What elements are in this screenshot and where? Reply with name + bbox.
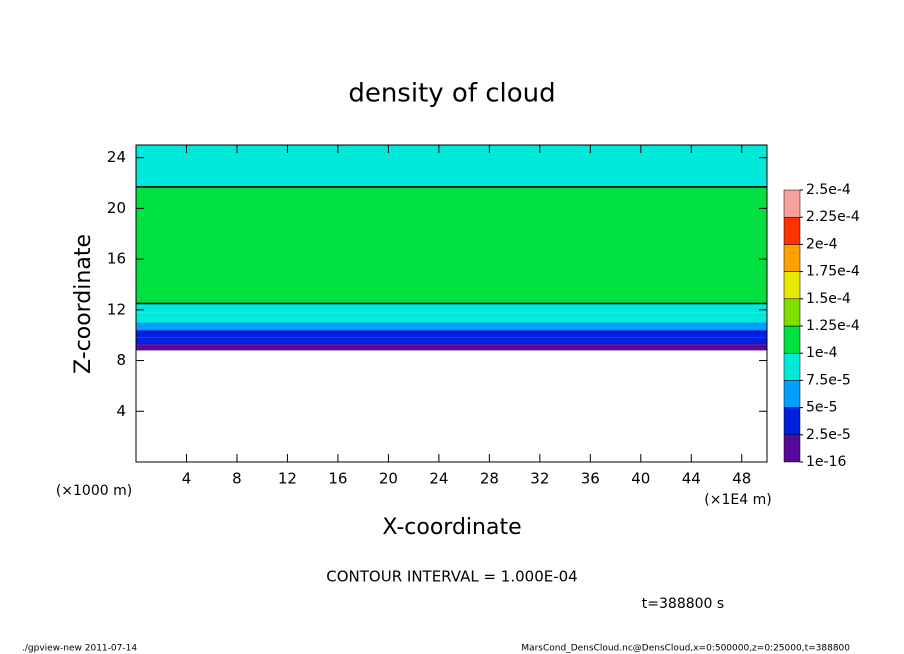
x-tick-label: 40: [631, 470, 650, 488]
plot-frame: [135, 144, 768, 463]
colorbar-label: 1.25e-4: [806, 318, 860, 334]
x-tick-label: 8: [232, 470, 242, 488]
x-tick-label: 48: [732, 470, 751, 488]
colorbar-box: [783, 407, 801, 436]
x-tick-label: 28: [480, 470, 499, 488]
y-tick-label: 20: [107, 199, 126, 217]
y-tick-label: 24: [107, 148, 126, 166]
colorbar-label: 7.5e-5: [806, 372, 851, 388]
colorbar-label: 2.25e-4: [806, 209, 860, 225]
colorbar-box: [783, 352, 801, 381]
y-tick-label: 16: [107, 250, 126, 268]
heatmap-cell: [136, 312, 767, 323]
time-label: t=388800 s: [642, 596, 724, 612]
colorbar-box: [783, 189, 801, 218]
x-tick-label: 20: [379, 470, 398, 488]
colorbar-box: [783, 325, 801, 354]
colorbar-label: 1.5e-4: [806, 291, 851, 307]
colorbar-label: 1e-4: [806, 345, 838, 361]
x-unit: (×1E4 m): [704, 492, 771, 508]
colorbar-box: [783, 434, 801, 463]
x-tick-label: 4: [182, 470, 192, 488]
x-tick-label: 12: [278, 470, 297, 488]
heatmap-cell: [136, 344, 767, 351]
colorbar-label: 1e-16: [806, 454, 846, 470]
colorbar-box: [783, 271, 801, 300]
contour-interval: CONTOUR INTERVAL = 1.000E-04: [326, 568, 577, 586]
x-tick-label: 24: [429, 470, 448, 488]
colorbar-label: 2.5e-5: [806, 427, 851, 443]
heatmap-cell: [136, 303, 767, 313]
colorbar-label: 2.5e-4: [806, 182, 851, 198]
colorbar-box: [783, 380, 801, 408]
x-tick-label: 16: [328, 470, 347, 488]
colorbar-box: [783, 298, 801, 327]
x-tick-label: 32: [530, 470, 549, 488]
chart-title: density of cloud: [348, 79, 555, 109]
y-tick-label: 12: [107, 300, 126, 318]
colorbar-label: 1.75e-4: [806, 264, 860, 280]
x-tick-label: 36: [581, 470, 600, 488]
heatmap-cell: [136, 337, 767, 345]
x-axis-label: X-coordinate: [382, 515, 521, 540]
y-unit: (×1000 m): [56, 483, 132, 499]
heatmap-cell: [136, 186, 767, 304]
colorbar-box: [783, 216, 801, 245]
heatmap-cell: [136, 322, 767, 331]
colorbar-label: 2e-4: [806, 236, 838, 252]
heatmap-cell: [136, 145, 767, 187]
footer-right: MarsCond_DensCloud.nc@DensCloud,x=0:5000…: [521, 644, 850, 654]
colorbar-box: [783, 244, 801, 272]
x-tick-label: 44: [682, 470, 701, 488]
footer-left: ./gpview-new 2011-07-14: [22, 644, 137, 654]
heatmap-cell: [136, 330, 767, 338]
y-tick-label: 8: [116, 351, 126, 369]
y-axis-label: Z-coordinate: [71, 234, 96, 374]
colorbar-label: 5e-5: [806, 400, 837, 416]
y-tick-label: 4: [116, 402, 126, 420]
